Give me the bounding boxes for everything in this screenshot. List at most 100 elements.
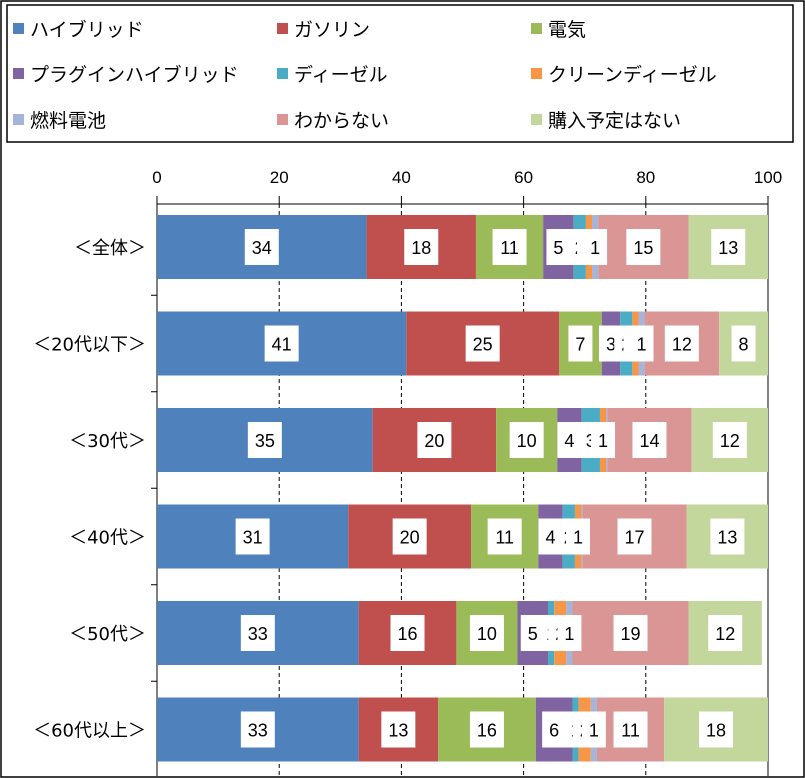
data-label-box	[617, 518, 652, 555]
data-label: 13	[718, 238, 738, 258]
data-label: 14	[639, 431, 659, 451]
legend-swatch	[277, 68, 288, 79]
data-label-box	[235, 518, 270, 555]
data-label: 1	[573, 528, 583, 548]
legend-label: ハイブリッド	[30, 18, 144, 41]
data-label: 41	[272, 335, 292, 355]
legend-label: 燃料電池	[30, 110, 106, 132]
data-label: 7	[575, 335, 585, 355]
legend-label: クリーンディーゼル	[548, 64, 717, 86]
data-label: 25	[473, 335, 493, 355]
x-tick-label: 60	[514, 168, 533, 187]
data-label-box	[626, 229, 661, 265]
data-label-box	[613, 711, 648, 748]
x-tick-label: 80	[636, 168, 655, 187]
data-label-box	[264, 325, 299, 362]
legend-label: ガソリン	[294, 19, 370, 41]
legend-label: 電気	[548, 19, 586, 41]
data-label-box	[469, 615, 504, 651]
x-tick-label: 20	[270, 168, 289, 187]
data-label-box	[581, 711, 606, 748]
legend-label: わからない	[294, 110, 389, 132]
x-tick-label: 0	[152, 168, 161, 187]
data-label: 31	[243, 528, 263, 548]
data-label: 10	[517, 431, 537, 451]
data-label-box	[711, 229, 746, 265]
data-label-box	[509, 422, 544, 458]
data-label-box	[710, 518, 745, 555]
data-label-box	[613, 615, 648, 651]
data-label: 4	[545, 528, 555, 548]
data-label-box	[699, 711, 734, 748]
data-label-box	[708, 615, 743, 651]
data-label-box	[240, 615, 275, 651]
data-label-box	[417, 422, 452, 458]
data-label: 20	[400, 528, 420, 548]
data-label-box	[629, 325, 654, 362]
data-label: 33	[248, 624, 268, 644]
data-label-box	[244, 229, 279, 265]
data-label-box	[392, 518, 427, 555]
data-label: 12	[672, 335, 692, 355]
legend-swatch	[531, 23, 542, 34]
legend-swatch	[531, 114, 542, 125]
data-label: 13	[388, 721, 408, 741]
category-label: ＜60代以上＞	[33, 721, 146, 742]
data-label-box	[591, 422, 616, 458]
data-label: 1	[637, 335, 647, 355]
data-label: 3	[606, 335, 616, 355]
data-label: 1	[590, 238, 600, 258]
data-label-box	[247, 422, 282, 458]
data-label: 16	[397, 624, 417, 644]
data-label-box	[546, 229, 571, 265]
legend-swatch	[13, 114, 24, 125]
data-label-box	[583, 229, 608, 265]
data-label-box	[731, 325, 756, 362]
legend-label: プラグインハイブリッド	[30, 63, 239, 86]
data-label-box	[469, 711, 504, 748]
legend-swatch	[13, 68, 24, 79]
data-label: 12	[720, 431, 740, 451]
data-label: 1	[564, 624, 574, 644]
data-label: 1	[598, 431, 608, 451]
category-label: ＜30代＞	[69, 431, 146, 452]
data-label: 5	[528, 624, 538, 644]
data-label: 12	[715, 624, 735, 644]
legend-frame	[6, 4, 794, 143]
legend-swatch	[277, 23, 288, 34]
data-label-box	[240, 711, 275, 748]
data-label-box	[712, 422, 747, 458]
data-label-box	[557, 422, 582, 458]
data-label: 20	[424, 431, 444, 451]
data-label: 18	[411, 238, 431, 258]
data-label: 34	[252, 238, 272, 258]
data-label: 5	[553, 238, 563, 258]
data-label: 13	[717, 528, 737, 548]
data-label: 4	[564, 431, 574, 451]
data-label: 17	[624, 528, 644, 548]
data-label: 19	[621, 624, 641, 644]
x-tick-label: 100	[754, 168, 782, 187]
data-label-box	[390, 615, 425, 651]
data-label: 35	[255, 431, 275, 451]
data-label: 15	[633, 238, 653, 258]
category-label: ＜50代＞	[69, 624, 146, 645]
data-label: 1	[589, 721, 599, 741]
data-label: 10	[477, 624, 497, 644]
legend-swatch	[13, 23, 24, 34]
data-label-box	[492, 229, 527, 265]
data-label-box	[542, 711, 567, 748]
data-label-box	[565, 518, 590, 555]
data-label-box	[381, 711, 416, 748]
x-tick-label: 40	[392, 168, 411, 187]
data-label-box	[487, 518, 522, 555]
data-label: 8	[739, 335, 749, 355]
legend-swatch	[531, 68, 542, 79]
data-label: 18	[706, 721, 726, 741]
data-label: 6	[549, 721, 559, 741]
data-label-box	[465, 325, 500, 362]
data-label: 16	[477, 721, 497, 741]
category-label: ＜40代＞	[69, 528, 146, 549]
